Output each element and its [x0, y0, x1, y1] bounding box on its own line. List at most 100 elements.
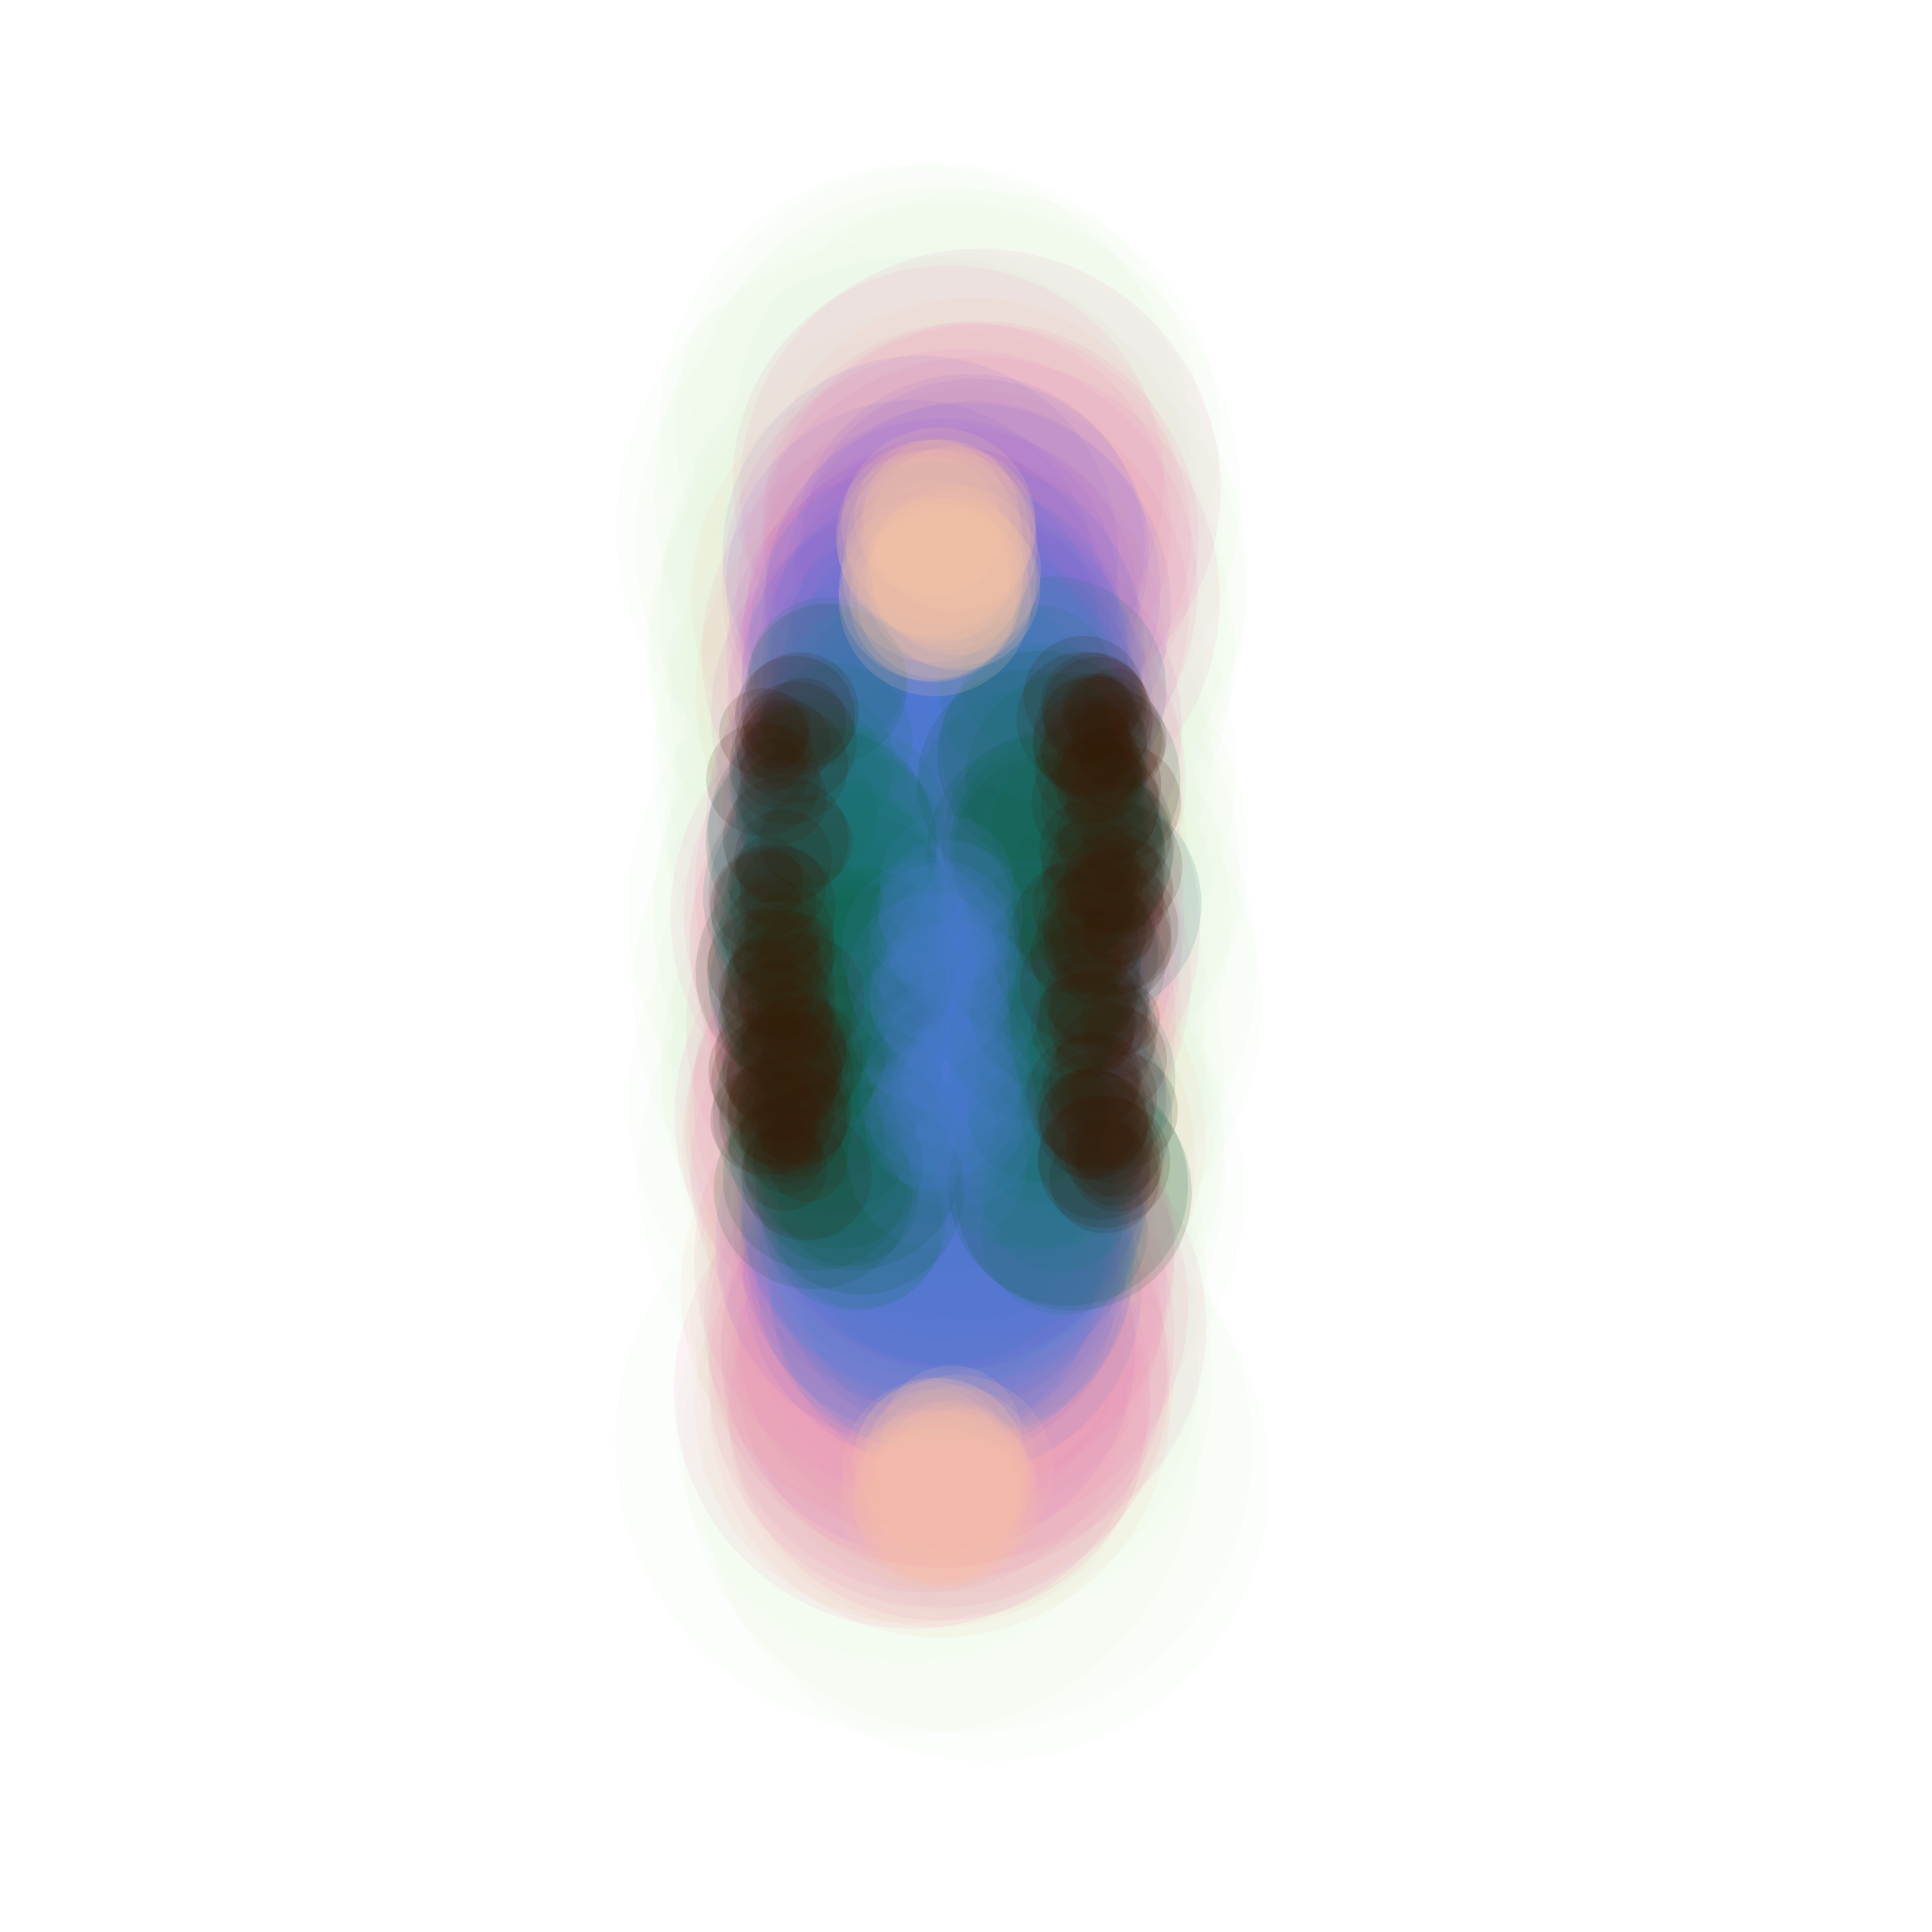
dark-circle [1049, 1123, 1160, 1233]
pink-circle [749, 636, 1157, 1045]
teal-circle [722, 1084, 909, 1270]
violet-circle [770, 998, 1141, 1370]
pink-circle [738, 1091, 1207, 1560]
violet-circle [758, 676, 1111, 1029]
teal-circle [735, 742, 878, 884]
violet-circle [773, 506, 1134, 866]
violet-circle [726, 400, 1097, 772]
glow-circle [616, 239, 1193, 816]
violet-circle [800, 378, 1150, 728]
core-top-circle [841, 427, 1036, 622]
dark-circle [1048, 969, 1149, 1070]
blue-circle [762, 512, 1118, 868]
blue-circle [760, 1063, 1109, 1412]
pink-circle [742, 657, 1167, 1082]
dark-circle [1040, 701, 1135, 796]
pink-circle [724, 841, 1173, 1289]
teal-circle [756, 1086, 964, 1295]
violet-circle [761, 886, 1137, 1263]
blue-circle [762, 850, 1091, 1177]
violet-circle [778, 599, 1134, 955]
pink-circle [706, 1019, 1150, 1463]
glow-circle [696, 1121, 1152, 1578]
dark-circle [1023, 635, 1144, 756]
dark-circle [1039, 1068, 1141, 1169]
pink-circle [763, 638, 1187, 1063]
teal-circle [739, 835, 962, 1059]
core-mid-circle [885, 879, 1010, 1004]
core-top-circle [837, 449, 1023, 636]
violet-circle [721, 1142, 1136, 1557]
dark-circle [1040, 653, 1147, 760]
pink-circle [719, 1018, 1175, 1474]
blue-circle [790, 623, 1138, 971]
teal-circle [971, 1016, 1173, 1218]
core-mid-circle [850, 946, 1011, 1107]
dark-circle [1060, 1051, 1178, 1170]
pink-circle [761, 375, 1169, 783]
glow-circle [671, 471, 1144, 945]
dark-circle [1038, 1094, 1164, 1220]
glow-circle [755, 1156, 1212, 1614]
glow-circle [700, 1081, 1156, 1537]
glow-circle [699, 724, 1262, 1286]
blue-circle [789, 542, 1143, 898]
pink-circle [728, 1076, 1188, 1536]
pink-circle [717, 743, 1122, 1149]
dark-circle [761, 1116, 823, 1177]
dark-circle [1048, 1031, 1142, 1124]
dark-circle [1067, 676, 1132, 741]
pink-circle [695, 1188, 1130, 1623]
violet-circle [795, 373, 1145, 724]
glow-circle [674, 163, 1199, 689]
dark-circle [1072, 699, 1165, 792]
dark-circle [1052, 728, 1147, 822]
teal-circle [729, 701, 890, 863]
blue-circle [802, 602, 1125, 924]
blue-circle [799, 557, 1141, 898]
pink-circle [729, 500, 1134, 906]
violet-circle [736, 610, 1102, 977]
pink-circle [706, 692, 1148, 1134]
teal-circle [719, 836, 884, 1001]
core-top-circle [846, 449, 1038, 641]
dark-circle [1081, 803, 1164, 886]
dark-circle [742, 692, 811, 761]
dark-circle [1064, 1118, 1144, 1197]
glow-circle [676, 1197, 1140, 1662]
blue-circle [737, 900, 1112, 1274]
blue-circle [778, 1073, 1117, 1412]
dark-circle [722, 1009, 842, 1130]
dark-circle [719, 688, 808, 777]
blue-circle [757, 679, 1134, 1055]
teal-circle [740, 1054, 896, 1209]
dark-circle [715, 986, 850, 1122]
violet-circle [743, 1082, 1126, 1464]
pink-circle [703, 1106, 1128, 1531]
violet-circle [785, 897, 1148, 1261]
blue-circle [804, 552, 1128, 877]
dark-circle [734, 909, 834, 1010]
glow-circle [668, 590, 1157, 1078]
teal-circle [736, 1036, 916, 1216]
glow-circle [715, 1131, 1199, 1615]
dark-circle [1036, 863, 1171, 998]
dark-circle [1053, 922, 1122, 992]
dark-circle [763, 1010, 847, 1094]
glow-circle [677, 872, 1214, 1409]
teal-circle [967, 786, 1202, 1021]
core-mid-circle [879, 815, 1014, 949]
dark-circle [745, 978, 810, 1043]
dark-circle [1082, 891, 1156, 965]
dark-circle [727, 1058, 835, 1167]
dark-circle [1056, 1004, 1167, 1115]
pink-circle [690, 722, 1128, 1161]
core-bottom-circle [874, 1422, 1013, 1561]
dark-circle [740, 699, 810, 769]
pink-circle [739, 1159, 1174, 1594]
dark-circle [1045, 1070, 1149, 1174]
pink-circle [690, 710, 1156, 1176]
violet-circle [743, 441, 1120, 819]
pink-circle [769, 1091, 1167, 1489]
pink-circle [681, 1060, 1138, 1518]
